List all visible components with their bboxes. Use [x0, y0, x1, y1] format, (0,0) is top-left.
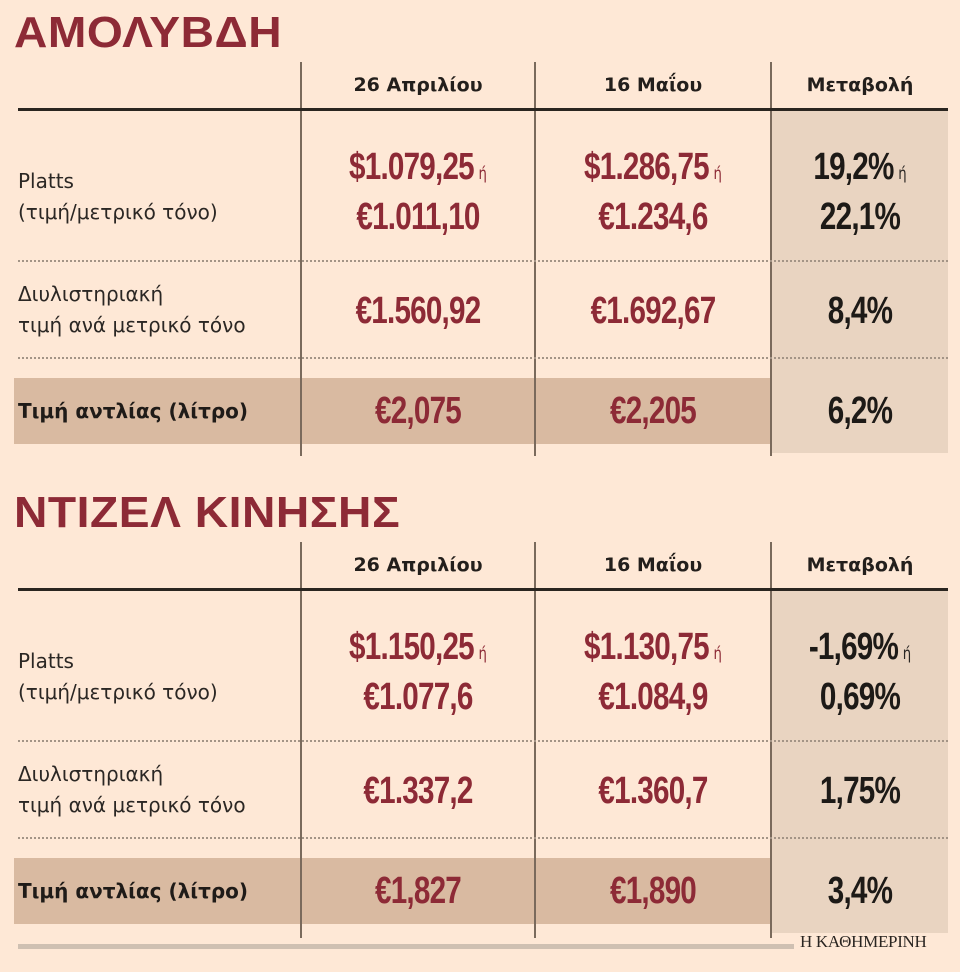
row-label-platts: Platts (τιμή/μετρικό τόνο) [18, 646, 218, 708]
change-refinery-value: 8,4% [827, 290, 893, 332]
change-eur-value: 22,1% [819, 196, 901, 238]
may-eur-value: €1.234,6 [598, 196, 708, 238]
header-rule [18, 588, 948, 591]
or-label: ή [898, 164, 907, 184]
or-label: ή [478, 164, 487, 184]
column-divider [300, 62, 302, 456]
row-label-line1: Διυλιστηριακή [18, 762, 164, 786]
table-title: ΝΤΙΖΕΛ ΚΙΝΗΣΗΣ [14, 488, 401, 537]
row-divider [18, 740, 948, 742]
row-label-line2: (τιμή/μετρικό τόνο) [18, 200, 218, 224]
row-divider [18, 837, 948, 839]
change-usd-value: -1,69% ή [791, 626, 928, 675]
diesel-table: ΝΤΙΖΕΛ ΚΙΝΗΣΗΣ 26 Απριλίου 16 Μαΐου Μετα… [0, 480, 960, 950]
may-refinery-value: €1.692,67 [590, 290, 717, 332]
value-text: -1,69% [808, 626, 899, 668]
value-text: $1.150,25 [349, 626, 475, 668]
column-divider [770, 62, 772, 456]
or-label: ή [902, 644, 912, 664]
may-usd-value: $1.130,75 ή [562, 626, 745, 675]
change-pump-value: 3,4% [827, 870, 893, 912]
apr-usd-value: $1.079,25 ή [328, 146, 509, 195]
apr-pump-value: €1,827 [375, 870, 462, 912]
apr-refinery-value: €1.337,2 [363, 770, 473, 812]
change-refinery-value: 1,75% [819, 770, 901, 812]
or-label: ή [478, 644, 487, 664]
may-usd-value: $1.286,75 ή [562, 146, 745, 195]
column-divider [534, 62, 536, 456]
apr-usd-value: $1.150,25 ή [328, 626, 509, 675]
may-pump-value: €1,890 [610, 870, 697, 912]
may-refinery-value: €1.360,7 [598, 770, 708, 812]
unleaded-table: ΑΜΟΛΥΒΔΗ 26 Απριλίου 16 Μαΐου Μεταβολή P… [0, 0, 960, 470]
value-text: $1.286,75 [584, 146, 710, 188]
pump-row-band [14, 858, 771, 924]
row-label-line1: Platts [18, 169, 74, 193]
row-label-line1: Διυλιστηριακή [18, 282, 164, 306]
header-rule [18, 108, 948, 111]
change-eur-value: 0,69% [819, 676, 901, 718]
row-label-pump: Τιμή αντλίας (λίτρο) [18, 879, 249, 903]
change-pump-value: 6,2% [827, 390, 893, 432]
apr-refinery-value: €1.560,92 [355, 290, 482, 332]
table-title: ΑΜΟΛΥΒΔΗ [14, 8, 283, 57]
row-divider [18, 260, 948, 262]
row-label-refinery: Διυλιστηριακή τιμή ανά μετρικό τόνο [18, 279, 246, 341]
change-column-shade [772, 111, 948, 453]
apr-eur-value: €1.077,6 [363, 676, 473, 718]
row-label-pump: Τιμή αντλίας (λίτρο) [18, 399, 249, 423]
pump-row-band [14, 378, 771, 444]
value-text: $1.079,25 [349, 146, 475, 188]
row-divider [18, 357, 948, 359]
column-header-apr: 26 Απριλίου [353, 74, 483, 96]
row-label-line2: τιμή ανά μετρικό τόνο [18, 313, 246, 337]
column-header-apr: 26 Απριλίου [353, 554, 483, 576]
may-pump-value: €2,205 [610, 390, 697, 432]
column-header-change: Μεταβολή [806, 74, 914, 96]
change-column-shade [772, 591, 948, 933]
row-label-line2: τιμή ανά μετρικό τόνο [18, 793, 246, 817]
apr-pump-value: €2,075 [375, 390, 462, 432]
or-label: ή [713, 164, 722, 184]
row-label-line1: Platts [18, 649, 74, 673]
change-usd-value: 19,2% ή [791, 146, 928, 195]
column-header-change: Μεταβολή [806, 554, 914, 576]
value-text: $1.130,75 [584, 626, 710, 668]
column-header-may: 16 Μαΐου [603, 74, 703, 96]
footer-bar [18, 944, 794, 949]
column-header-may: 16 Μαΐου [603, 554, 703, 576]
row-label-refinery: Διυλιστηριακή τιμή ανά μετρικό τόνο [18, 759, 246, 821]
row-label-platts: Platts (τιμή/μετρικό τόνο) [18, 166, 218, 228]
source-credit: Η ΚΑΘΗΜΕΡΙΝΗ [800, 932, 927, 951]
row-label-line2: (τιμή/μετρικό τόνο) [18, 680, 218, 704]
may-eur-value: €1.084,9 [598, 676, 708, 718]
or-label: ή [713, 644, 722, 664]
value-text: 19,2% [813, 146, 894, 188]
apr-eur-value: €1.011,10 [356, 196, 480, 238]
